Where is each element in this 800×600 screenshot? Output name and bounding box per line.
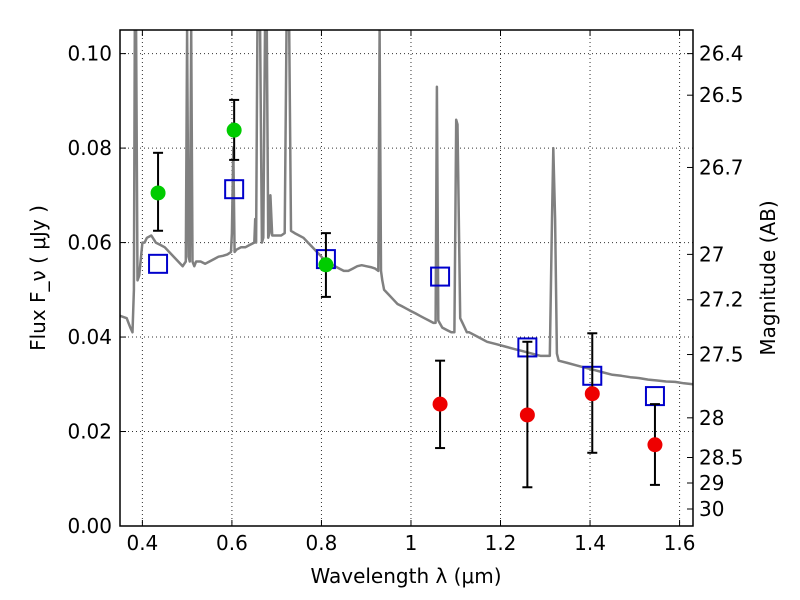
grid (120, 30, 693, 527)
y-axis-label-text: Flux F_ν ( μJy ) (26, 205, 50, 351)
y-tick-label: 0.06 (67, 231, 112, 255)
x-tick-label: 1 (405, 531, 418, 555)
right-tick-label: 27.2 (699, 288, 744, 312)
x-tick-label: 0.8 (306, 531, 338, 555)
y-tick-label: 0.08 (67, 136, 112, 160)
nondetection-point (584, 386, 600, 402)
y-tick-label: 0.00 (67, 514, 112, 538)
x-tick-label: 1.4 (574, 531, 606, 555)
right-tick-label: 28 (699, 406, 724, 430)
x-tick-label: 0.4 (126, 531, 158, 555)
x-axis-label: Wavelength λ (μm) (310, 564, 501, 588)
ticks: 0.4 0.6 0.8 1 1.2 1.4 1.6 0.00 0.02 0.04 0.06 0.08 0… (67, 30, 744, 555)
plot-area (120, 30, 693, 489)
y-axis-label: Flux F_ν ( μJy ) (26, 205, 50, 351)
x-tick-label: 1.6 (664, 531, 696, 555)
detection-point (150, 185, 166, 201)
y-tick-label: 0.02 (67, 420, 112, 444)
right-tick-label: 27 (699, 242, 724, 266)
detection-point (226, 122, 242, 138)
right-axis-label: Magnitude (AB) (756, 200, 780, 355)
right-tick-label: 30 (699, 497, 724, 521)
right-tick-label: 29 (699, 471, 724, 495)
plot-frame (119, 29, 694, 527)
detection-point (318, 257, 334, 273)
right-tick-label: 27.5 (699, 343, 744, 367)
nondetection-point (647, 437, 663, 453)
right-tick-label: 26.5 (699, 83, 744, 107)
model-photometry-square (644, 386, 665, 407)
y-tick-label: 0.10 (67, 42, 112, 66)
right-tick-label: 28.5 (699, 446, 744, 470)
model-photometry-square (224, 179, 245, 200)
right-tick-label: 26.4 (699, 42, 744, 66)
x-tick-label: 0.6 (216, 531, 248, 555)
model-photometry-square (148, 253, 169, 274)
nondetection-point (519, 407, 535, 423)
y-tick-label: 0.04 (67, 325, 112, 349)
model-photometry-square (430, 266, 451, 287)
nondetection-point (432, 396, 448, 412)
sed-model-line (120, 30, 693, 386)
x-tick-label: 1.2 (485, 531, 517, 555)
right-tick-label: 26.7 (699, 155, 744, 179)
